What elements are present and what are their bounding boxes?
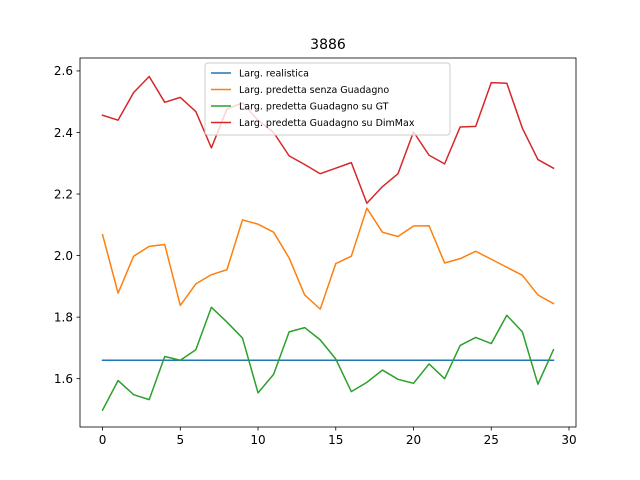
chart-title: 3886 [310,37,346,53]
legend-label: Larg. predetta senza Guadagno [239,85,389,96]
y-tick-label: 1.8 [54,310,73,324]
legend-label: Larg. realistica [239,69,309,80]
y-tick-label: 2.4 [54,126,73,140]
x-tick-label: 15 [328,433,343,447]
plot-area [79,57,577,428]
series-line-4 [101,75,555,205]
legend-label: Larg. predetta Guadagno su DimMax [239,118,415,129]
legend-label: Larg. predetta Guadagno su GT [239,102,389,113]
x-tick-label: 0 [99,433,107,447]
y-tick-label: 2.0 [54,249,73,263]
series-line-2 [101,207,555,310]
axes-frame [79,57,577,428]
y-tick-label: 2.6 [54,64,73,78]
y-tick-label: 1.6 [54,372,73,386]
x-tick-label: 10 [250,433,265,447]
legend: Larg. realistica Larg. predetta senza Gua… [204,62,451,136]
y-axis: 1.6 1.8 2.0 2.2 2.4 2.6 [54,64,80,386]
x-axis: 0 5 10 15 20 25 30 [99,427,577,447]
x-tick-label: 25 [484,433,499,447]
series-line-3 [101,306,555,412]
x-tick-label: 20 [406,433,421,447]
x-tick-label: 30 [561,433,576,447]
y-tick-label: 2.2 [54,187,73,201]
x-tick-label: 5 [176,433,184,447]
legend-box [204,62,451,136]
